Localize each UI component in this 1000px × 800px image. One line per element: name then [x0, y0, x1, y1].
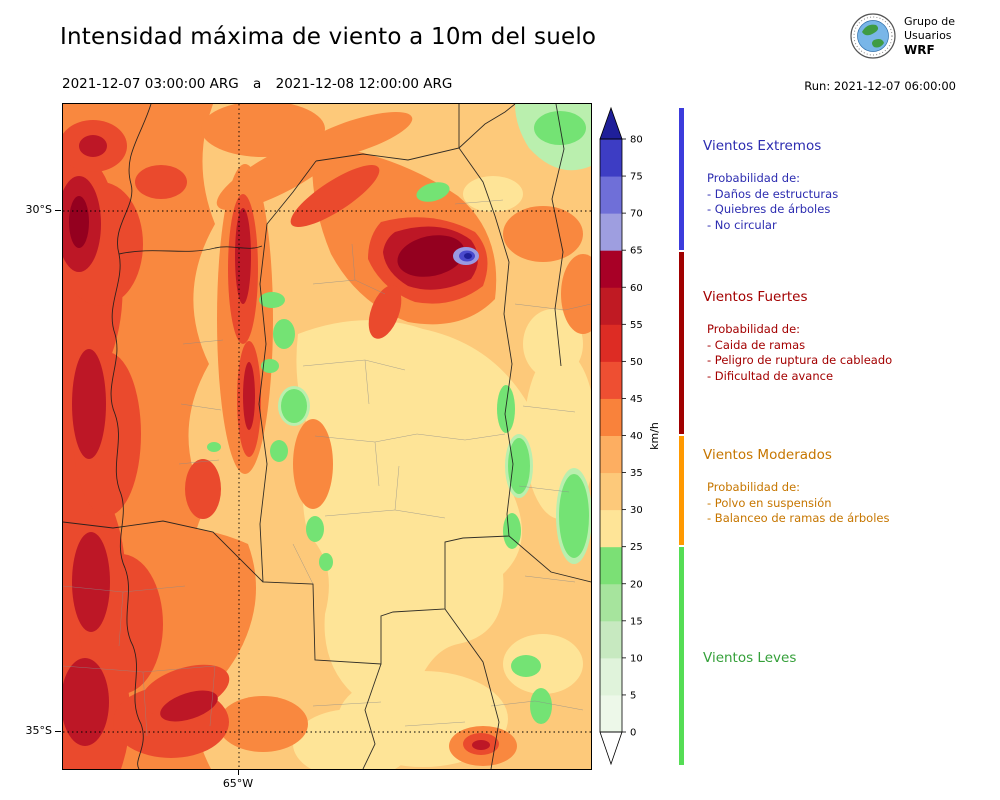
lon-label-65w: 65°W	[222, 777, 254, 790]
svg-text:25: 25	[630, 542, 643, 553]
svg-text:70: 70	[630, 209, 643, 220]
category-bar-moderados	[679, 436, 684, 545]
period-end: 2021-12-08 12:00:00 ARG	[275, 76, 453, 92]
legend-line: - Peligro de ruptura de cableado	[707, 353, 893, 367]
category-bar-leves	[679, 547, 684, 765]
forecast-period: 2021-12-07 03:00:00 ARG a 2021-12-08 12:…	[62, 76, 462, 92]
map-frame	[57, 101, 605, 779]
logo-line-3: WRF	[904, 43, 935, 57]
legend-line: Probabilidad de:	[707, 171, 801, 185]
svg-text:5: 5	[630, 690, 636, 701]
legend-lines-fuertes: Probabilidad de: - Caida de ramas - Peli…	[707, 322, 892, 384]
svg-text:75: 75	[630, 172, 643, 183]
svg-text:45: 45	[630, 394, 643, 405]
legend-title-leves: Vientos Leves	[703, 650, 797, 666]
legend-line: Probabilidad de:	[707, 480, 801, 494]
logo-line-2: Usuarios	[904, 29, 952, 42]
legend-line: - No circular	[707, 217, 777, 232]
legend-line: Probabilidad de:	[707, 322, 801, 336]
svg-text:40: 40	[630, 431, 643, 442]
legend-title-fuertes: Vientos Fuertes	[703, 289, 808, 305]
colorbar-unit-label: km/h	[648, 422, 661, 450]
wind-intensity-map	[57, 101, 605, 779]
department-borders	[62, 199, 592, 737]
lat-label-35s: 35°S	[25, 724, 52, 737]
svg-text:55: 55	[630, 320, 643, 331]
lat-tick-35s	[55, 731, 61, 732]
lon-tick-65w	[238, 769, 239, 775]
graticule-lines	[63, 104, 591, 769]
svg-text:15: 15	[630, 616, 643, 627]
lat-tick-30s	[55, 210, 61, 211]
legend-line: - Quiebres de árboles	[707, 202, 831, 216]
globe-logo-icon	[850, 13, 896, 59]
legend-line: - Balanceo de ramas de árboles	[707, 511, 890, 525]
colorbar: 0 5 10 15 20 25 30 35 40 45 50 55 60 65 70 75 80 km/h	[599, 106, 661, 766]
legend-line: - Polvo en suspensión	[707, 495, 832, 510]
svg-text:80: 80	[630, 135, 643, 146]
page-title: Intensidad máxima de viento a 10m del su…	[60, 24, 597, 50]
legend-title-moderados: Vientos Moderados	[703, 447, 832, 463]
period-conjunction: a	[253, 76, 262, 92]
province-borders	[62, 103, 592, 770]
wrf-users-group-logo: Grupo de Usuarios WRF	[850, 13, 955, 59]
legend-lines-extremos: Probabilidad de: - Daños de estructuras …	[707, 171, 838, 233]
svg-text:50: 50	[630, 357, 643, 368]
logo-text: Grupo de Usuarios WRF	[904, 15, 955, 57]
svg-text:65: 65	[630, 246, 643, 257]
legend-line: - Daños de estructuras	[707, 186, 839, 201]
svg-text:35: 35	[630, 468, 643, 479]
lat-label-30s: 30°S	[25, 203, 52, 216]
run-timestamp: Run: 2021-12-07 06:00:00	[804, 79, 956, 93]
logo-line-1: Grupo de	[904, 15, 955, 28]
category-bar-fuertes	[679, 252, 684, 434]
svg-text:10: 10	[630, 653, 643, 664]
legend-line: - Dificultad de avance	[707, 368, 834, 383]
svg-text:30: 30	[630, 505, 643, 516]
svg-text:0: 0	[630, 728, 636, 739]
legend-lines-moderados: Probabilidad de: - Polvo en suspensión -…	[707, 480, 889, 527]
svg-text:20: 20	[630, 579, 643, 590]
category-bar-extremos	[679, 108, 684, 250]
svg-text:60: 60	[630, 283, 643, 294]
period-start: 2021-12-07 03:00:00 ARG	[62, 76, 239, 92]
legend-line: - Caida de ramas	[707, 337, 806, 352]
legend-title-extremos: Vientos Extremos	[703, 138, 822, 154]
